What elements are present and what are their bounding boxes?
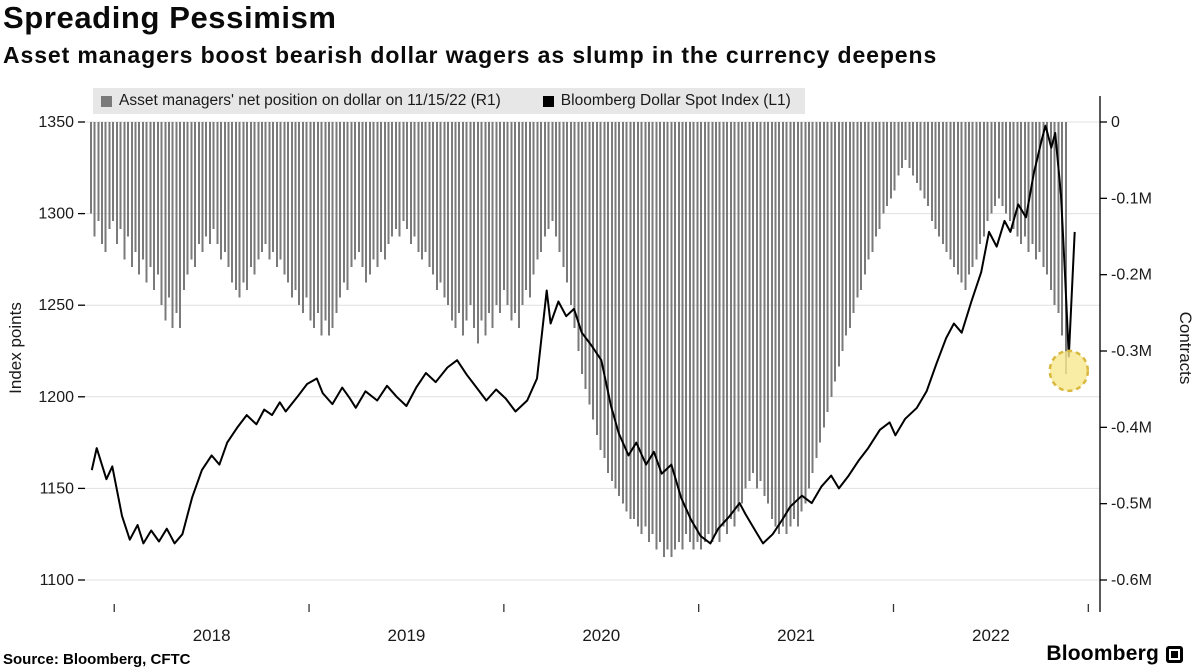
bar-series-swatch-icon [101,95,112,107]
bloomberg-wordmark: Bloomberg [1046,642,1159,665]
svg-text:2022: 2022 [972,626,1010,645]
svg-text:-0.4M: -0.4M [1111,419,1152,436]
svg-text:2020: 2020 [582,626,620,645]
legend-item-net-position: Asset managers' net position on dollar o… [101,92,501,110]
svg-text:1350: 1350 [38,114,74,131]
highlight-circle [1048,349,1090,393]
bloomberg-logo-mark-icon [1166,645,1183,663]
svg-text:0: 0 [1111,114,1120,131]
svg-text:2021: 2021 [777,626,815,645]
svg-text:1150: 1150 [40,480,75,497]
source-note: Source: Bloomberg, CFTC [3,651,191,668]
page-title: Spreading Pessimism [3,0,337,35]
svg-text:1250: 1250 [38,297,74,314]
svg-text:-0.6M: -0.6M [1111,572,1152,589]
chart-subtitle: Asset managers boost bearish dollar wage… [3,42,938,68]
line-series-swatch-icon [542,95,554,107]
axes [78,96,1107,612]
bar-series-net-position [89,122,1067,558]
chart-legend: Asset managers' net position on dollar o… [93,88,805,114]
line-series-dollar-index [90,124,1076,545]
svg-text:2019: 2019 [388,626,426,645]
bloomberg-logo: Bloomberg [1046,642,1183,666]
svg-text:-0.1M: -0.1M [1111,190,1152,207]
legend-label: Asset managers' net position on dollar o… [119,92,501,109]
svg-text:2018: 2018 [193,626,231,645]
svg-text:1300: 1300 [38,206,74,223]
svg-text:-0.3M: -0.3M [1111,343,1152,360]
svg-text:1100: 1100 [40,572,75,589]
legend-label: Bloomberg Dollar Spot Index (L1) [560,92,791,109]
svg-text:-0.5M: -0.5M [1111,496,1152,513]
svg-text:1200: 1200 [38,389,74,406]
legend-item-dollar-index: Bloomberg Dollar Spot Index (L1) [542,92,791,110]
svg-text:-0.2M: -0.2M [1111,267,1152,284]
